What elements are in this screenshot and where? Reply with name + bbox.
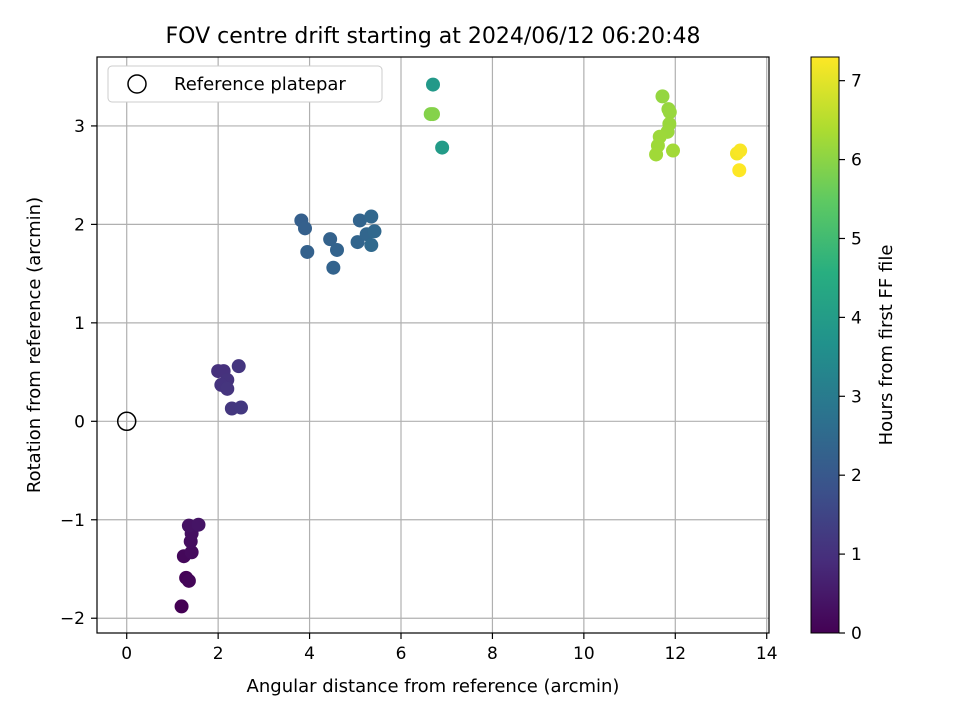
colorbar-tick-label: 5 xyxy=(851,229,862,249)
reference-marker xyxy=(116,411,137,432)
y-axis-ticks: −2 −1 0 1 2 3 xyxy=(60,117,97,629)
x-tick-label: 2 xyxy=(213,644,224,664)
y-tick-label: 3 xyxy=(74,117,85,137)
data-point xyxy=(220,381,235,396)
data-point xyxy=(300,244,315,259)
x-axis-ticks: 0 2 4 6 8 10 12 14 xyxy=(121,633,778,664)
data-point xyxy=(191,517,206,532)
data-point xyxy=(323,232,338,247)
data-points xyxy=(174,77,748,614)
data-point xyxy=(426,107,440,122)
y-tick-label: 1 xyxy=(74,314,85,334)
data-point xyxy=(364,238,379,253)
colorbar-ticks: 0 1 2 3 4 5 6 7 xyxy=(839,72,862,644)
data-point xyxy=(330,242,344,257)
data-point xyxy=(298,221,312,236)
colorbar-tick-label: 1 xyxy=(851,545,862,565)
data-point xyxy=(426,77,440,92)
x-tick-label: 12 xyxy=(664,644,686,664)
data-point xyxy=(231,359,246,374)
legend-box xyxy=(107,65,383,103)
colorbar-gradient xyxy=(810,56,840,634)
data-point xyxy=(184,545,199,560)
x-tick-label: 10 xyxy=(573,644,595,664)
data-point xyxy=(435,140,450,155)
grid-lines xyxy=(97,57,769,633)
y-axis-label: Rotation from reference (arcmin) xyxy=(24,197,45,493)
data-point xyxy=(662,105,677,120)
x-tick-label: 4 xyxy=(304,644,315,664)
colorbar-label: Hours from first FF file xyxy=(876,245,897,446)
x-axis-label: Angular distance from reference (arcmin) xyxy=(247,676,620,697)
data-point xyxy=(181,573,196,588)
data-point xyxy=(364,209,379,224)
data-point xyxy=(732,163,747,178)
data-point xyxy=(326,260,341,275)
colorbar-tick-label: 3 xyxy=(851,387,862,407)
x-tick-label: 0 xyxy=(121,644,132,664)
colorbar-tick-label: 6 xyxy=(851,151,862,171)
x-tick-label: 8 xyxy=(487,644,498,664)
legend-reference-marker xyxy=(127,74,147,94)
x-tick-label: 6 xyxy=(396,644,407,664)
data-point xyxy=(174,599,189,614)
data-point xyxy=(649,147,664,162)
data-point xyxy=(666,143,680,158)
chart-title: FOV centre drift starting at 2024/06/12 … xyxy=(166,24,701,49)
y-tick-label: −1 xyxy=(60,511,85,531)
x-tick-label: 14 xyxy=(756,644,778,664)
y-tick-label: 0 xyxy=(74,412,85,432)
legend-reference-label: Reference platepar xyxy=(174,74,346,95)
data-point xyxy=(655,89,670,104)
data-point xyxy=(367,224,382,239)
data-point xyxy=(234,400,248,415)
data-point xyxy=(733,143,748,158)
colorbar-tick-label: 0 xyxy=(851,624,862,644)
legend: Reference platepar xyxy=(107,65,383,103)
y-tick-label: −2 xyxy=(60,609,85,629)
colorbar-tick-label: 2 xyxy=(851,466,862,486)
plot-frame xyxy=(96,56,770,634)
colorbar-tick-label: 7 xyxy=(851,72,862,92)
data-point xyxy=(350,235,365,250)
data-point xyxy=(352,213,367,228)
colorbar-tick-label: 4 xyxy=(851,308,862,328)
y-tick-label: 2 xyxy=(74,215,85,235)
colorbar: 0 1 2 3 4 5 6 7 Hours from first FF file xyxy=(810,56,897,644)
